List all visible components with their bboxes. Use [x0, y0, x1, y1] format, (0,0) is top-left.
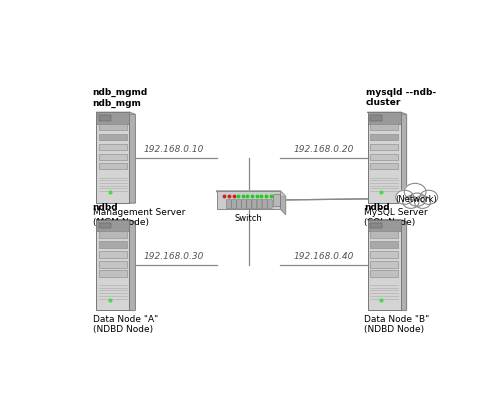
- Text: 192.168.0.20: 192.168.0.20: [294, 145, 354, 154]
- FancyBboxPatch shape: [99, 163, 127, 169]
- FancyBboxPatch shape: [370, 134, 398, 140]
- FancyBboxPatch shape: [370, 154, 398, 160]
- FancyBboxPatch shape: [370, 270, 398, 277]
- Polygon shape: [130, 112, 136, 203]
- Polygon shape: [400, 220, 406, 310]
- FancyBboxPatch shape: [99, 124, 127, 130]
- Circle shape: [408, 193, 426, 206]
- Polygon shape: [96, 220, 136, 222]
- Text: (Network): (Network): [395, 195, 437, 204]
- Text: ndb_mgmd
ndb_mgm: ndb_mgmd ndb_mgm: [92, 88, 148, 108]
- Text: mysqld --ndb-
cluster: mysqld --ndb- cluster: [366, 88, 436, 107]
- FancyBboxPatch shape: [236, 200, 242, 208]
- FancyBboxPatch shape: [99, 144, 127, 151]
- FancyBboxPatch shape: [99, 270, 127, 277]
- FancyBboxPatch shape: [226, 200, 232, 208]
- FancyBboxPatch shape: [370, 261, 398, 268]
- FancyBboxPatch shape: [96, 112, 130, 203]
- FancyBboxPatch shape: [96, 220, 130, 310]
- Polygon shape: [96, 112, 136, 114]
- FancyBboxPatch shape: [274, 194, 280, 206]
- Text: 192.168.0.30: 192.168.0.30: [143, 252, 204, 261]
- FancyBboxPatch shape: [252, 200, 257, 208]
- FancyBboxPatch shape: [242, 200, 246, 208]
- FancyBboxPatch shape: [232, 200, 236, 208]
- FancyBboxPatch shape: [370, 163, 398, 169]
- Circle shape: [404, 183, 426, 200]
- FancyBboxPatch shape: [99, 223, 110, 228]
- Circle shape: [420, 190, 438, 204]
- FancyBboxPatch shape: [99, 231, 127, 238]
- FancyBboxPatch shape: [262, 200, 267, 208]
- FancyBboxPatch shape: [370, 241, 398, 248]
- Text: MySQL Server
(SQL Node): MySQL Server (SQL Node): [364, 208, 428, 227]
- FancyBboxPatch shape: [99, 252, 127, 258]
- FancyBboxPatch shape: [96, 112, 130, 124]
- FancyBboxPatch shape: [99, 241, 127, 248]
- Polygon shape: [368, 112, 406, 114]
- Polygon shape: [368, 220, 406, 222]
- Text: 192.168.0.40: 192.168.0.40: [294, 252, 354, 261]
- FancyBboxPatch shape: [96, 220, 130, 231]
- FancyBboxPatch shape: [368, 112, 400, 203]
- Circle shape: [403, 196, 419, 208]
- FancyBboxPatch shape: [268, 200, 272, 208]
- Text: Data Node "A"
(NDBD Node): Data Node "A" (NDBD Node): [92, 315, 158, 334]
- FancyBboxPatch shape: [99, 154, 127, 160]
- FancyBboxPatch shape: [216, 191, 280, 209]
- FancyBboxPatch shape: [99, 261, 127, 268]
- FancyBboxPatch shape: [370, 223, 382, 228]
- FancyBboxPatch shape: [368, 112, 400, 124]
- Text: Data Node "B"
(NDBD Node): Data Node "B" (NDBD Node): [364, 315, 429, 334]
- Text: Management Server
(MGM Node): Management Server (MGM Node): [92, 208, 185, 227]
- Polygon shape: [216, 191, 286, 196]
- Text: ndbd: ndbd: [92, 203, 118, 212]
- FancyBboxPatch shape: [99, 116, 110, 121]
- FancyBboxPatch shape: [370, 116, 382, 121]
- Polygon shape: [130, 220, 136, 310]
- FancyBboxPatch shape: [370, 231, 398, 238]
- Polygon shape: [400, 112, 406, 203]
- Text: Switch: Switch: [234, 214, 262, 222]
- Polygon shape: [280, 191, 285, 215]
- FancyBboxPatch shape: [370, 124, 398, 130]
- FancyBboxPatch shape: [247, 200, 252, 208]
- FancyBboxPatch shape: [370, 252, 398, 258]
- FancyBboxPatch shape: [99, 134, 127, 140]
- FancyBboxPatch shape: [257, 200, 262, 208]
- Text: ndbd: ndbd: [364, 203, 390, 212]
- Circle shape: [414, 196, 430, 208]
- Circle shape: [396, 190, 413, 204]
- FancyBboxPatch shape: [368, 220, 400, 231]
- FancyBboxPatch shape: [368, 220, 400, 310]
- Text: 192.168.0.10: 192.168.0.10: [143, 145, 204, 154]
- FancyBboxPatch shape: [370, 144, 398, 151]
